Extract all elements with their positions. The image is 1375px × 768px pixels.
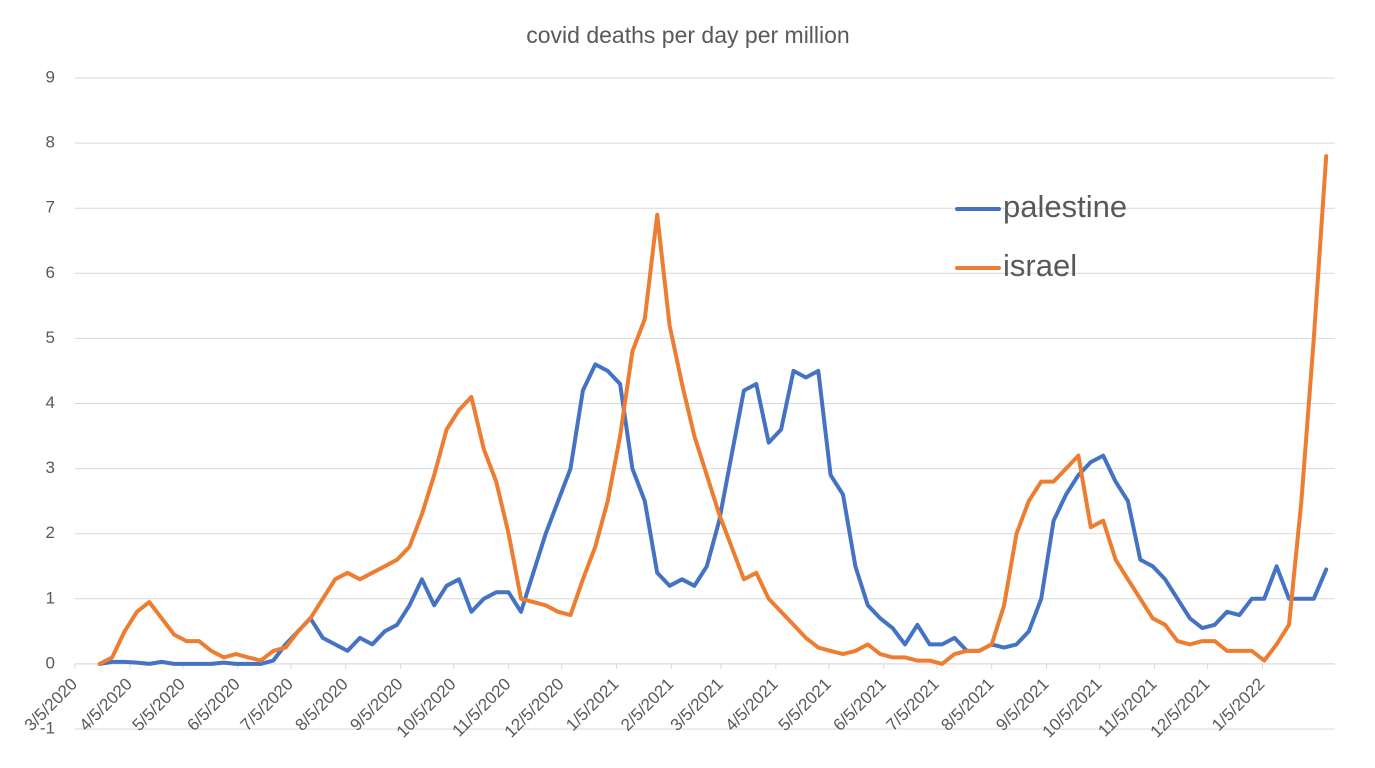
legend-label: palestine bbox=[1003, 189, 1127, 224]
x-tick-label: 6/5/2021 bbox=[829, 674, 889, 734]
x-tick-label: 5/5/2021 bbox=[775, 674, 835, 734]
x-tick-label: 1/5/2022 bbox=[1208, 674, 1268, 734]
chart-title: covid deaths per day per million bbox=[526, 22, 849, 48]
y-tick-label: 2 bbox=[46, 523, 55, 542]
series-line bbox=[97, 154, 1329, 666]
y-tick-label: 1 bbox=[46, 588, 55, 607]
y-tick-label: 9 bbox=[46, 67, 55, 86]
x-tick-label: 5/5/2020 bbox=[129, 674, 189, 734]
y-tick-label: 8 bbox=[46, 133, 55, 152]
x-tick-label: 7/5/2020 bbox=[237, 674, 297, 734]
x-tick-label: 3/5/2021 bbox=[667, 674, 727, 734]
x-tick-label: 4/5/2020 bbox=[76, 674, 136, 734]
x-tick-label: 2/5/2021 bbox=[617, 674, 677, 734]
y-tick-label: 3 bbox=[46, 458, 55, 477]
x-tick-label: 8/5/2020 bbox=[292, 674, 352, 734]
y-tick-label: 5 bbox=[46, 328, 55, 347]
y-tick-label: 7 bbox=[46, 198, 55, 217]
x-tick-label: 8/5/2021 bbox=[937, 674, 997, 734]
y-tick-label: 6 bbox=[46, 263, 55, 282]
x-tick-label: 1/5/2021 bbox=[562, 674, 622, 734]
y-tick-label: -1 bbox=[40, 718, 55, 737]
x-tick-label: 7/5/2021 bbox=[883, 674, 943, 734]
y-tick-label: 4 bbox=[46, 393, 55, 412]
series-line bbox=[97, 362, 1329, 666]
y-tick-label: 0 bbox=[46, 653, 55, 672]
legend-label: israel bbox=[1003, 248, 1077, 283]
x-tick-label: 4/5/2021 bbox=[722, 674, 782, 734]
x-tick-label: 6/5/2020 bbox=[184, 674, 244, 734]
